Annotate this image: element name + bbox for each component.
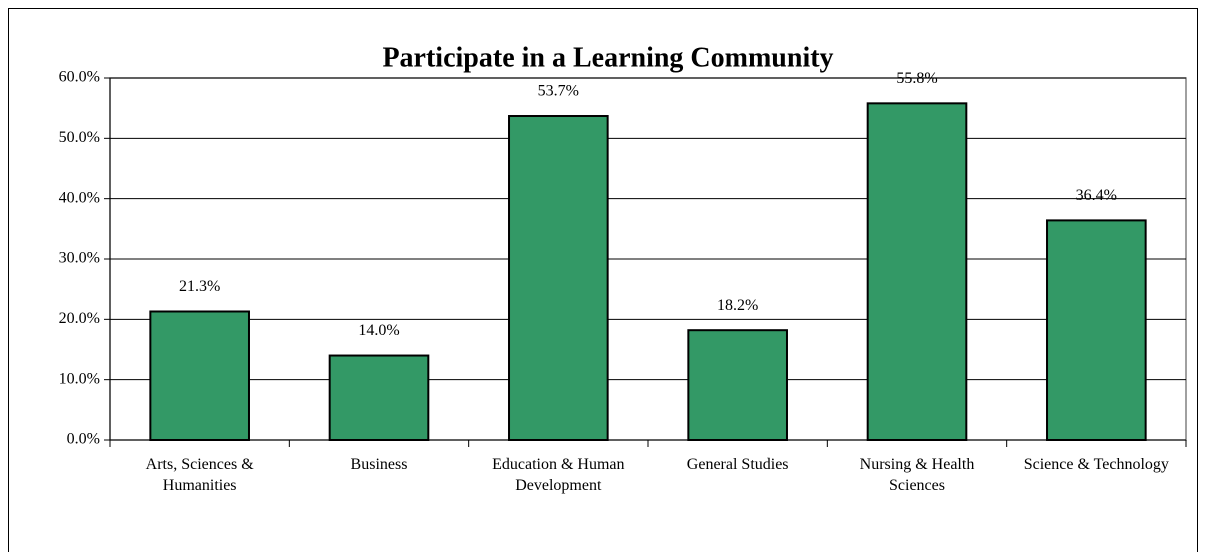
bar bbox=[866, 102, 968, 441]
x-tick-label: Business bbox=[350, 456, 408, 473]
bar bbox=[1046, 219, 1147, 441]
x-tick-label: Nursing & Health Sciences bbox=[859, 456, 975, 494]
x-tick-label: Education & Human Development bbox=[492, 456, 625, 494]
data-label: 53.7% bbox=[538, 83, 579, 100]
x-tick-label: General Studies bbox=[686, 456, 789, 473]
chart-title: Participate in a Learning Community bbox=[382, 42, 833, 73]
x-tick-label: Science & Technology bbox=[1023, 456, 1169, 473]
y-tick-label: 10.0% bbox=[59, 370, 100, 387]
bar bbox=[328, 354, 430, 441]
y-tick-label: 60.0% bbox=[59, 69, 100, 86]
chart-frame bbox=[8, 8, 1198, 552]
data-label: 18.2% bbox=[717, 297, 758, 314]
data-label: 55.8% bbox=[896, 70, 937, 87]
x-tick-label: Arts, Sciences & Humanities bbox=[145, 456, 254, 494]
bar bbox=[149, 310, 250, 441]
data-label: 36.4% bbox=[1076, 187, 1117, 204]
y-tick-label: 0.0% bbox=[67, 431, 100, 448]
y-tick-label: 40.0% bbox=[59, 189, 100, 206]
data-label: 21.3% bbox=[179, 278, 220, 295]
bar bbox=[508, 115, 609, 441]
data-label: 14.0% bbox=[358, 322, 399, 339]
y-tick-label: 50.0% bbox=[59, 129, 100, 146]
y-tick-label: 20.0% bbox=[59, 310, 100, 327]
y-tick-label: 30.0% bbox=[59, 250, 100, 267]
bar bbox=[687, 329, 788, 441]
